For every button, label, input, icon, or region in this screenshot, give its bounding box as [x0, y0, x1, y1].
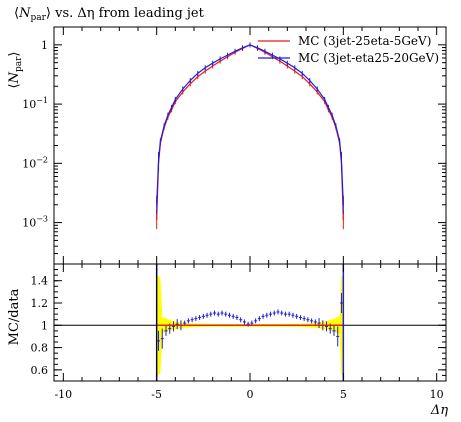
xtick-label: -5 [151, 388, 162, 401]
legend-label-1: MC (3jet-25eta-5GeV) [298, 34, 431, 48]
series-line-1 [156, 44, 344, 221]
bottom-ytick-label: 1 [41, 319, 48, 332]
bottom-ytick-label: 1.2 [31, 297, 49, 310]
bottom-panel-frame [53, 263, 447, 382]
y-axis-label-top: ⟨Npar⟩ [7, 52, 24, 89]
chart-title: ⟨Npar⟩ vs. Δη from leading jet [14, 6, 205, 23]
top-ytick-label: 10−2 [22, 155, 48, 170]
top-ytick-label: 10−1 [22, 96, 48, 111]
xtick-label: -10 [54, 388, 72, 401]
legend-label-2: MC (3jet-eta25-20GeV) [298, 51, 439, 65]
x-axis-label: Δη [430, 403, 448, 418]
xtick-label: 10 [430, 388, 444, 401]
top-ytick-label: 10−3 [22, 215, 48, 230]
top-panel: 10−3 10−2 10−1 1 [22, 26, 447, 265]
series-line-2 [156, 44, 344, 205]
bottom-ytick-label: 0.6 [31, 364, 49, 377]
legend: MC (3jet-25eta-5GeV) MC (3jet-eta25-20GeV… [258, 34, 439, 65]
top-ytick-label: 1 [41, 39, 48, 52]
bottom-ytick-label: 1.4 [31, 275, 49, 288]
xtick-label: 0 [247, 388, 254, 401]
xtick-label: 5 [340, 388, 347, 401]
y-axis-label-bottom: MC/data [7, 288, 22, 345]
bottom-ytick-label: 0.8 [31, 342, 49, 355]
bottom-panel: 0.6 0.8 1 1.2 1.4 -10 -5 0 5 10 [31, 263, 447, 401]
